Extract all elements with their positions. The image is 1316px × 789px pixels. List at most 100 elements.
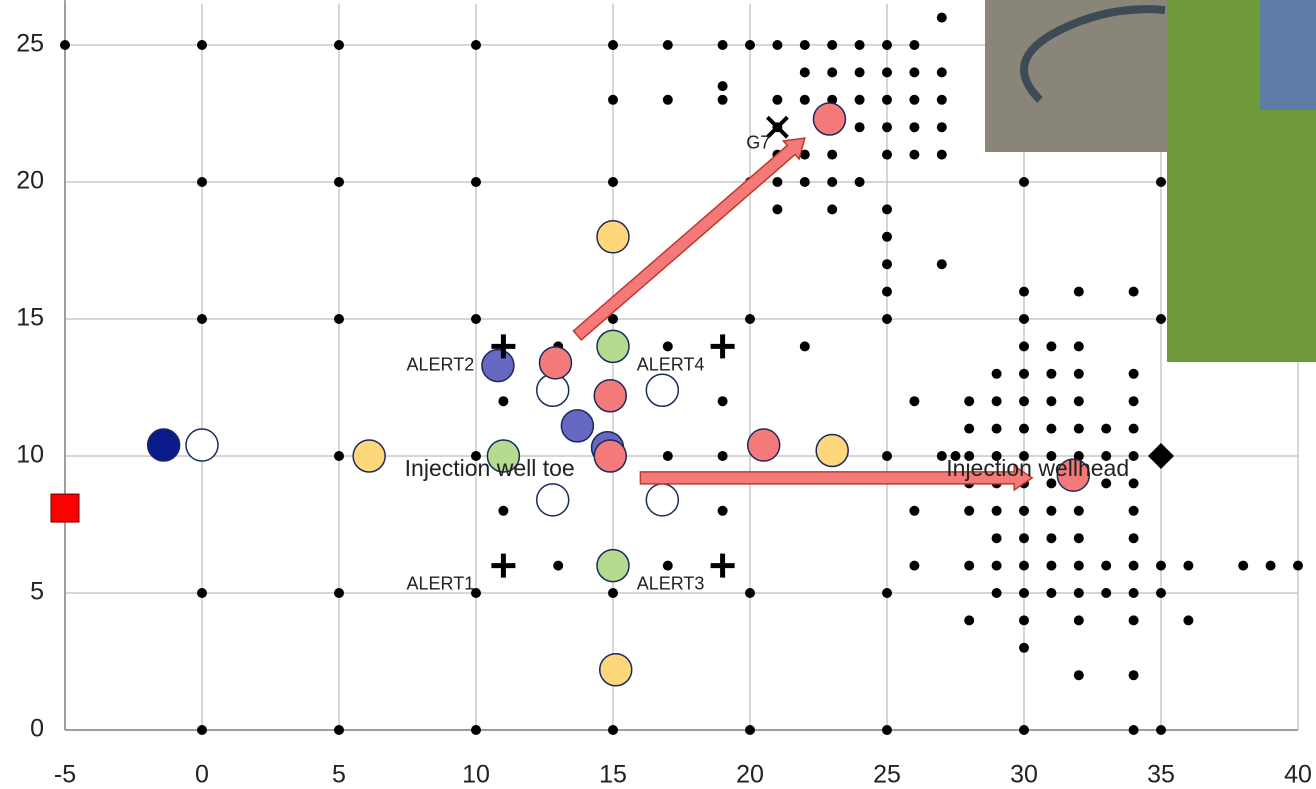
y-tick-label: 20 <box>16 167 44 195</box>
well-marker <box>646 374 678 406</box>
point <box>1101 588 1111 598</box>
well-marker <box>537 484 569 516</box>
x-tick-label: 5 <box>332 761 346 789</box>
point <box>1129 424 1139 434</box>
point <box>1046 506 1056 516</box>
point <box>1074 615 1084 625</box>
x-tick-label: 15 <box>599 761 627 789</box>
point <box>937 259 947 269</box>
point <box>197 40 207 50</box>
point <box>197 725 207 735</box>
y-tick-label: 0 <box>30 715 44 743</box>
point <box>937 13 947 23</box>
point <box>471 177 481 187</box>
annotation: ALERT4 <box>637 354 705 374</box>
point <box>827 177 837 187</box>
point <box>1046 369 1056 379</box>
y-tick-label: 15 <box>16 304 44 332</box>
point <box>1046 341 1056 351</box>
point <box>745 725 755 735</box>
point <box>992 561 1002 571</box>
point <box>1046 396 1056 406</box>
point <box>827 67 837 77</box>
point <box>1074 533 1084 543</box>
point <box>1266 561 1276 571</box>
point <box>1156 314 1166 324</box>
point <box>718 451 728 461</box>
point <box>718 95 728 105</box>
point <box>964 396 974 406</box>
point <box>718 396 728 406</box>
point <box>197 314 207 324</box>
point <box>882 725 892 735</box>
point <box>663 95 673 105</box>
point <box>745 40 755 50</box>
point <box>1019 287 1029 297</box>
point <box>909 561 919 571</box>
point <box>1129 725 1139 735</box>
point <box>992 396 1002 406</box>
point <box>1074 561 1084 571</box>
well-marker <box>482 350 514 382</box>
annotation: ALERT3 <box>637 574 705 594</box>
point <box>471 314 481 324</box>
point <box>882 150 892 160</box>
point <box>1129 478 1139 488</box>
point <box>909 67 919 77</box>
point <box>772 204 782 214</box>
point <box>1019 369 1029 379</box>
point <box>1019 341 1029 351</box>
point <box>964 561 974 571</box>
alert-marker <box>711 554 735 578</box>
well-marker <box>539 347 571 379</box>
point <box>1019 643 1029 653</box>
point <box>772 40 782 50</box>
point <box>718 40 728 50</box>
point <box>663 561 673 571</box>
point <box>60 40 70 50</box>
point <box>608 40 618 50</box>
point <box>800 341 810 351</box>
x-tick-label: 40 <box>1284 761 1312 789</box>
point <box>1101 424 1111 434</box>
point <box>937 122 947 132</box>
chart: -505101520253035400510152025ALERT1ALERT2… <box>0 0 1316 789</box>
point <box>1074 506 1084 516</box>
x-tick-label: 10 <box>462 761 490 789</box>
point <box>855 122 865 132</box>
point <box>882 122 892 132</box>
point <box>1183 615 1193 625</box>
point <box>1074 588 1084 598</box>
point <box>1019 615 1029 625</box>
x-tick-label: -5 <box>54 761 76 789</box>
x-tick-label: 35 <box>1147 761 1175 789</box>
point <box>1074 369 1084 379</box>
point <box>909 396 919 406</box>
point <box>745 588 755 598</box>
well-marker <box>594 440 626 472</box>
point <box>882 451 892 461</box>
point <box>1183 561 1193 571</box>
point <box>855 40 865 50</box>
square-marker <box>51 494 79 522</box>
point <box>882 40 892 50</box>
point <box>1019 506 1029 516</box>
point <box>1156 561 1166 571</box>
point <box>553 561 563 571</box>
point <box>855 67 865 77</box>
point <box>909 506 919 516</box>
point <box>1074 287 1084 297</box>
well-marker <box>600 654 632 686</box>
y-tick-label: 25 <box>16 30 44 58</box>
point <box>1019 588 1029 598</box>
alert-marker <box>491 554 515 578</box>
x-tick-label: 0 <box>195 761 209 789</box>
point <box>937 150 947 160</box>
point <box>855 177 865 187</box>
point <box>1129 506 1139 516</box>
annotation: G7 <box>746 132 770 152</box>
point <box>909 150 919 160</box>
point <box>608 725 618 735</box>
point <box>1129 369 1139 379</box>
point <box>1019 314 1029 324</box>
